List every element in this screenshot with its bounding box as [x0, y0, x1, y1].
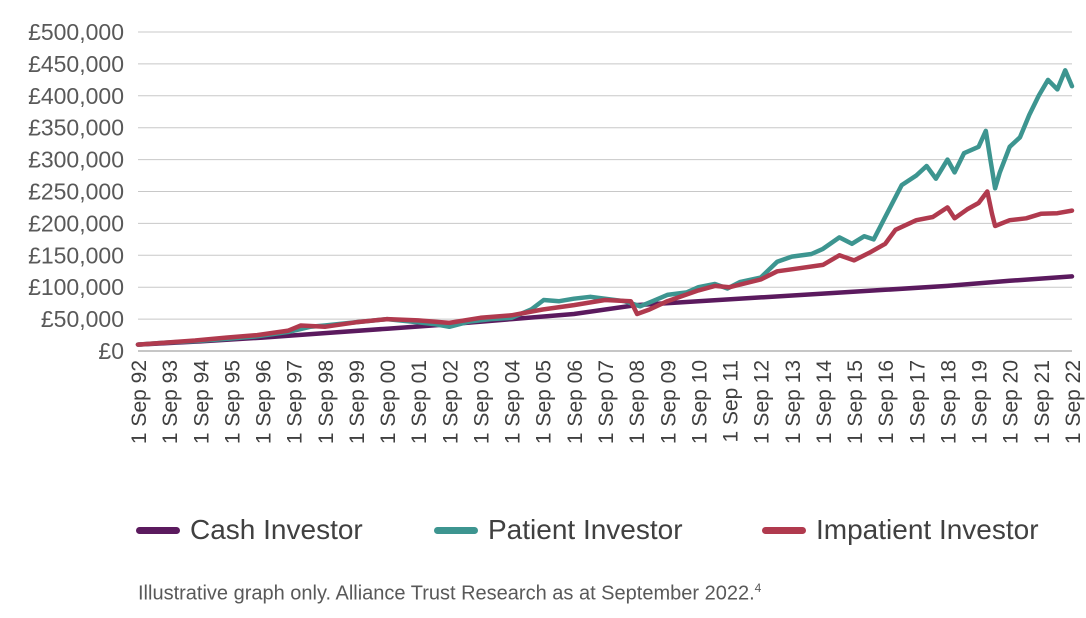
- y-tick-label: £300,000: [28, 147, 124, 173]
- x-tick-label: 1 Sep 01: [408, 360, 431, 444]
- y-tick-label: £450,000: [28, 51, 124, 77]
- x-tick-label: 1 Sep 09: [657, 360, 680, 444]
- x-tick-label: 1 Sep 02: [439, 360, 462, 444]
- footnote-marker: 4: [754, 581, 762, 595]
- x-tick-label: 1 Sep 94: [190, 360, 213, 444]
- y-tick-label: £200,000: [28, 210, 124, 236]
- x-tick-label: 1 Sep 99: [346, 360, 369, 444]
- x-tick-label: 1 Sep 19: [969, 360, 992, 444]
- series-line-cash-investor: [135, 274, 1075, 347]
- x-tick-label: 1 Sep 11: [720, 360, 743, 443]
- x-tick-label: 1 Sep 16: [875, 360, 898, 444]
- grid-lines: [138, 31, 1072, 352]
- x-tick-label: 1 Sep 06: [564, 360, 587, 444]
- x-tick-label: 1 Sep 22: [1062, 360, 1085, 444]
- y-tick-label: £400,000: [28, 83, 124, 109]
- y-tick-label: £500,000: [28, 19, 124, 45]
- series-lines: [135, 68, 1075, 347]
- x-tick-label: 1 Sep 07: [595, 360, 618, 444]
- y-tick-label: £0: [98, 338, 124, 364]
- legend-item-cash: Cash Investor: [136, 508, 363, 552]
- x-tick-label: 1 Sep 15: [844, 360, 867, 444]
- legend-swatch-patient: [434, 526, 478, 534]
- legend-item-patient: Patient Investor: [434, 508, 683, 552]
- x-tick-label: 1 Sep 97: [284, 360, 307, 444]
- y-tick-label: £50,000: [41, 306, 124, 332]
- footnote: Illustrative graph only. Alliance Trust …: [138, 581, 761, 606]
- x-tick-label: 1 Sep 08: [626, 360, 649, 444]
- x-tick-label: 1 Sep 13: [782, 360, 805, 444]
- legend-item-impatient: Impatient Investor: [762, 508, 1039, 552]
- x-tick-label: 1 Sep 14: [813, 360, 836, 444]
- x-axis-ticks: 1 Sep 92 1 Sep 93 1 Sep 94 1 Sep 95 1 Sep 96…: [128, 360, 1085, 444]
- x-tick-label: 1 Sep 20: [1000, 360, 1023, 444]
- x-tick-label: 1 Sep 18: [937, 360, 960, 444]
- legend-label-cash: Cash Investor: [190, 514, 363, 545]
- y-axis-ticks: £0 £50,000 £100,000 £150,000 £200,000 £250,00…: [28, 19, 124, 364]
- x-tick-label: 1 Sep 98: [315, 360, 338, 444]
- line-chart: £0 £50,000 £100,000 £150,000 £200,000 £250,00…: [28, 19, 1085, 444]
- x-tick-label: 1 Sep 04: [502, 360, 525, 444]
- x-tick-label: 1 Sep 92: [128, 360, 151, 444]
- x-tick-label: 1 Sep 93: [159, 360, 182, 444]
- legend-swatch-impatient: [762, 526, 806, 534]
- x-tick-label: 1 Sep 03: [470, 360, 493, 444]
- legend-label-impatient: Impatient Investor: [816, 514, 1039, 545]
- x-tick-label: 1 Sep 05: [533, 360, 556, 444]
- x-tick-label: 1 Sep 95: [221, 360, 244, 444]
- y-tick-label: £350,000: [28, 115, 124, 141]
- x-tick-label: 1 Sep 17: [906, 360, 929, 444]
- x-tick-label: 1 Sep 10: [688, 360, 711, 444]
- series-line-impatient-investor: [135, 189, 1075, 347]
- footnote-text: Illustrative graph only. Alliance Trust …: [138, 582, 755, 605]
- y-tick-label: £150,000: [28, 242, 124, 268]
- x-tick-label: 1 Sep 21: [1031, 360, 1054, 444]
- y-tick-label: £250,000: [28, 179, 124, 205]
- x-tick-label: 1 Sep 12: [751, 360, 774, 444]
- legend-swatch-cash: [136, 526, 180, 534]
- series-line-patient-investor: [135, 68, 1075, 347]
- legend: Cash Investor Patient Investor Impatient…: [0, 508, 1086, 552]
- x-tick-label: 1 Sep 00: [377, 360, 400, 444]
- legend-label-patient: Patient Investor: [488, 514, 683, 545]
- y-tick-label: £100,000: [28, 274, 124, 300]
- x-tick-label: 1 Sep 96: [253, 360, 276, 444]
